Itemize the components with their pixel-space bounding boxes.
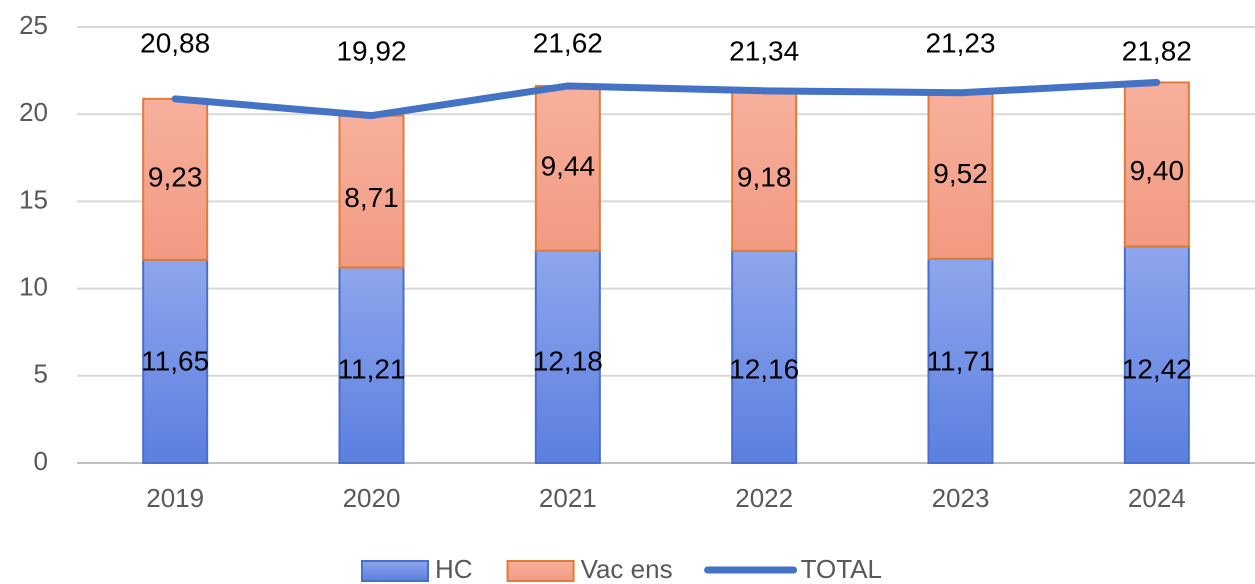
data-label: 12,18: [533, 345, 603, 376]
bar-segment: [927, 257, 994, 464]
line-series: [171, 78, 1161, 120]
data-label: 8,71: [344, 182, 399, 213]
data-label: 11,65: [141, 345, 209, 376]
data-label: 9,18: [737, 161, 792, 192]
x-tick-label: 2024: [1128, 483, 1186, 513]
legend-swatch: [361, 560, 429, 582]
bar-segment: [534, 249, 601, 464]
data-label: 20,88: [140, 27, 210, 58]
bar-segment: [1123, 245, 1190, 464]
x-tick-label: 2021: [539, 483, 597, 513]
bar-segment: [338, 114, 405, 269]
y-tick-label: 10: [19, 271, 48, 301]
data-label: 11,71: [927, 345, 995, 376]
legend-label: HC: [435, 554, 473, 584]
y-tick-label: 20: [19, 97, 48, 127]
legend-label: TOTAL: [801, 554, 882, 584]
x-tick-label: 2020: [343, 483, 401, 513]
data-label: 19,92: [336, 35, 406, 66]
data-label: 11,21: [338, 353, 406, 384]
y-tick-label: 0: [34, 446, 48, 476]
data-label: 21,23: [925, 27, 995, 58]
x-tick-label: 2022: [735, 483, 793, 513]
bar-segment: [731, 89, 798, 252]
y-tick-label: 5: [34, 359, 48, 389]
data-label: 12,16: [729, 353, 799, 384]
data-label: 9,23: [148, 162, 203, 193]
x-tick-label: 2023: [932, 483, 990, 513]
x-tick-label: 2019: [146, 483, 204, 513]
y-tick-label: 25: [19, 10, 48, 40]
bar-segment: [927, 91, 994, 260]
bar-segment: [142, 258, 209, 464]
data-label: 21,82: [1122, 35, 1192, 66]
bar-segment: [142, 97, 209, 261]
y-tick-label: 15: [19, 184, 48, 214]
data-label: 9,52: [933, 158, 988, 189]
data-label: 12,42: [1122, 353, 1192, 384]
data-label: 9,40: [1130, 155, 1185, 186]
data-label: 21,34: [729, 35, 799, 66]
data-label: 21,62: [533, 27, 603, 58]
legend-label: Vac ens: [581, 554, 673, 584]
data-label: 9,44: [541, 151, 596, 182]
bar-segment: [338, 266, 405, 464]
legend-swatch: [506, 560, 575, 582]
